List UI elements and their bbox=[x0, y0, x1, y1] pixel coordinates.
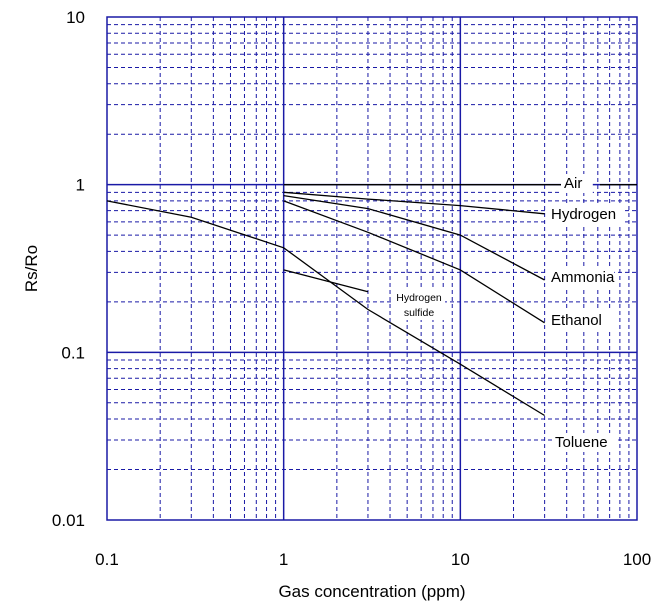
series-label-air: Air bbox=[564, 175, 582, 192]
x-tick-label: 0.1 bbox=[95, 550, 119, 569]
x-tick-label: 100 bbox=[623, 550, 651, 569]
plot-frame bbox=[106, 16, 638, 521]
series-line-toluene bbox=[106, 200, 545, 417]
y-tick-label: 0.01 bbox=[52, 511, 85, 530]
series-lines bbox=[106, 184, 637, 417]
series-line-ammonia bbox=[283, 194, 545, 281]
y-tick-label: 10 bbox=[66, 8, 85, 27]
series-label-bg bbox=[548, 205, 623, 224]
series-label-ethanol: Ethanol bbox=[551, 312, 602, 329]
series-labels: Air Hydrogen Ammonia Ethanol Toluene Hydrogen… bbox=[393, 174, 623, 452]
series-label-bg bbox=[561, 174, 593, 193]
x-axis-title: Gas concentration (ppm) bbox=[278, 582, 465, 601]
series-line-ethanol bbox=[283, 200, 545, 324]
y-tick-label: 0.1 bbox=[61, 343, 85, 362]
series-label-hydrogen-sulfide-line1: Hydrogen bbox=[396, 292, 442, 304]
series-line-hydrogen bbox=[283, 191, 545, 215]
series-label-ammonia: Ammonia bbox=[551, 269, 615, 286]
y-axis-title: Rs/Ro bbox=[22, 245, 41, 292]
series-label-bg bbox=[548, 311, 615, 330]
x-tick-label: 10 bbox=[451, 550, 470, 569]
series-line-hydrogen-sulfide bbox=[283, 269, 369, 293]
y-tick-label: 1 bbox=[76, 176, 85, 195]
tick-labels: 0.1 1 10 100 0.01 0.1 1 10 bbox=[52, 8, 651, 569]
series-label-bg bbox=[548, 268, 615, 287]
series-label-toluene: Toluene bbox=[555, 434, 608, 451]
series-label-bg bbox=[393, 289, 445, 320]
series-label-bg bbox=[552, 433, 619, 452]
series-label-hydrogen: Hydrogen bbox=[551, 206, 616, 223]
series-label-hydrogen-sulfide-line2: sulfide bbox=[404, 307, 435, 319]
x-tick-label: 1 bbox=[279, 550, 288, 569]
